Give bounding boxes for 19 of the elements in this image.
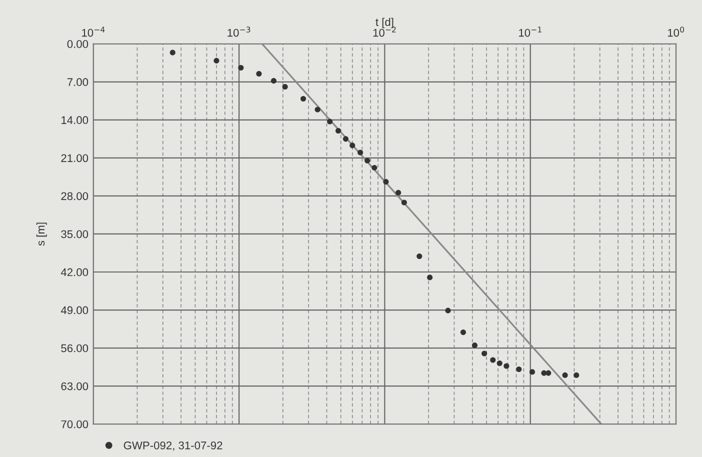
y-tick-label: 35.00 xyxy=(61,230,88,238)
y-tick-label: 42.00 xyxy=(60,268,88,276)
y-tick-label: 0.00 xyxy=(67,40,88,48)
x-axis-title: t [d] xyxy=(376,18,394,28)
x-tick-label: 10$^{−4}$ xyxy=(82,26,105,37)
x-tick-label: 10$^{−1}$ xyxy=(519,26,542,37)
y-axis-title: s [m] xyxy=(36,222,47,246)
y-tick-label: 63.00 xyxy=(61,382,88,390)
y-tick-label: 14.00 xyxy=(62,116,88,124)
y-tick-label: 21.00 xyxy=(61,154,88,162)
y-tick-label: 28.00 xyxy=(61,192,88,200)
y-tick-label: 70.00 xyxy=(61,420,88,428)
x-tick-label: 10$^{−2}$ xyxy=(373,26,396,37)
x-tick-label: 10$^{0}$ xyxy=(668,26,684,37)
y-tick-label: 56.00 xyxy=(61,344,88,352)
y-tick-label: 7.00 xyxy=(67,78,88,86)
y-tick-label: 49.00 xyxy=(60,306,88,314)
legend-label: GWP-092, 31-07-92 xyxy=(124,442,222,451)
x-tick-label: 10$^{−3}$ xyxy=(228,26,250,37)
